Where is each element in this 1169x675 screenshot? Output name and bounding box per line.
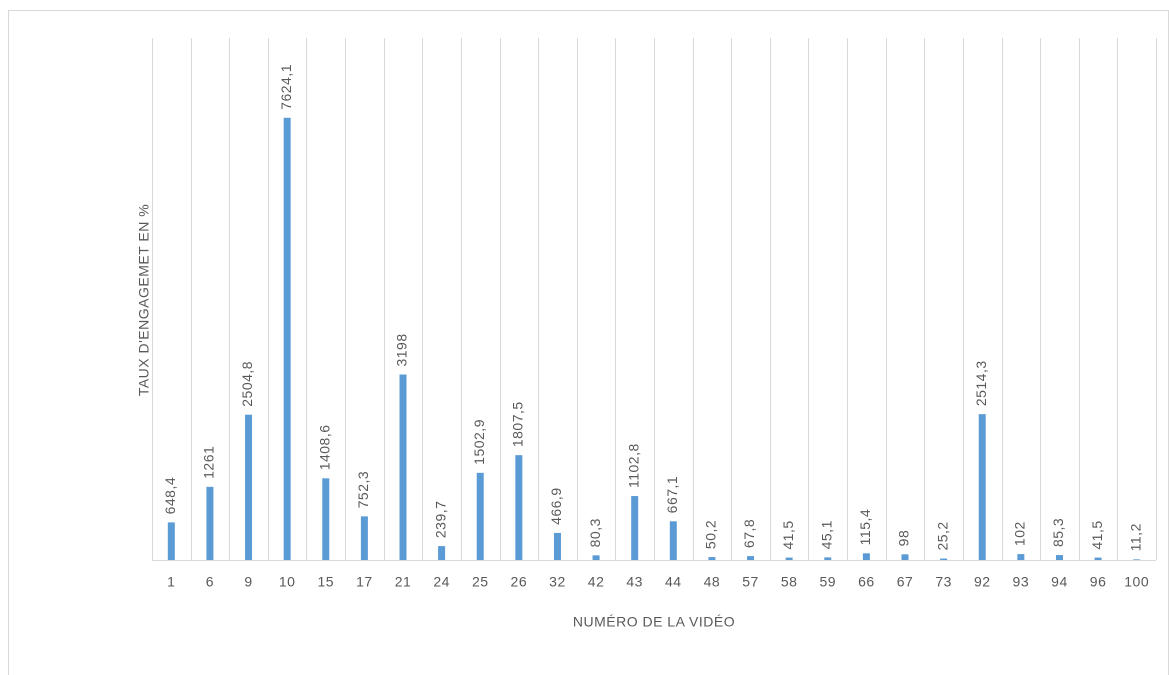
data-label: 67,8 [741,519,757,548]
bar [1055,555,1063,560]
bar [669,521,677,560]
x-tick-label: 96 [1090,574,1107,590]
data-label: 115,4 [857,509,873,546]
bar [515,455,523,560]
x-tick-label: 9 [244,574,252,590]
data-label: 41,5 [780,520,796,549]
bar [553,532,561,560]
x-tick-label: 1 [167,574,175,590]
data-label: 41,5 [1089,520,1105,549]
x-tick-label: 59 [819,574,836,590]
x-tick-label: 73 [935,574,952,590]
x-tick-label: 92 [974,574,991,590]
bar [476,472,484,560]
x-tick-label: 43 [626,574,643,590]
y-axis-title: TAUX D'ENGAGEMET EN % [136,204,152,396]
bar [1017,554,1025,560]
data-label: 752,3 [355,471,371,509]
bar [360,516,368,560]
bar [206,486,214,560]
bar [708,557,716,560]
data-label: 50,2 [703,520,719,549]
x-tick-label: 67 [897,574,914,590]
x-tick-label: 25 [472,574,489,590]
x-tick-label: 48 [704,574,721,590]
data-label: 85,3 [1050,518,1066,547]
bar [1133,559,1141,560]
data-label: 98 [896,530,912,547]
bar [824,557,832,560]
bar [978,414,986,560]
x-tick-label: 57 [742,574,759,590]
x-tick-label: 24 [433,574,450,590]
data-label: 25,2 [934,521,950,550]
data-label: 1502,9 [471,419,487,465]
x-tick-label: 10 [279,574,296,590]
data-label: 1102,8 [625,443,641,488]
bar [1094,557,1102,560]
data-label: 1807,5 [510,401,526,447]
x-tick-label: 6 [206,574,214,590]
bar [785,557,793,560]
x-axis-title: NUMÉRO DE LA VIDÉO [573,614,735,630]
x-tick-label: 26 [511,574,528,590]
bar [167,522,175,560]
data-label: 2504,8 [239,361,255,407]
bar [940,558,948,560]
bar [631,496,639,560]
bar [399,374,407,560]
x-tick-label: 93 [1013,574,1030,590]
data-label: 648,4 [162,477,178,515]
x-tick-label: 94 [1051,574,1068,590]
data-label: 1261 [201,446,217,479]
data-label: 45,1 [818,520,834,549]
x-tick-label: 66 [858,574,875,590]
x-tick-label: 21 [395,574,412,590]
data-label: 2514,3 [973,360,989,406]
data-label: 11,2 [1127,523,1143,551]
x-tick-label: 100 [1124,574,1149,590]
data-label: 466,9 [548,487,564,525]
x-tick-label: 15 [317,574,334,590]
bar [283,117,291,561]
bar [901,554,909,560]
data-label: 3198 [394,333,410,366]
bar [438,546,446,560]
x-tick-label: 32 [549,574,566,590]
data-label: 1408,6 [316,424,332,470]
bar [592,555,600,560]
x-tick-label: 17 [356,574,373,590]
x-tick-label: 58 [781,574,798,590]
data-label: 239,7 [432,501,448,539]
x-tick-label: 42 [588,574,605,590]
data-label: 7624,1 [278,64,294,110]
x-tick-label: 44 [665,574,682,590]
bar [862,553,870,560]
data-label: 80,3 [587,518,603,547]
bar [747,556,755,560]
bar [322,478,330,560]
bar [245,414,253,560]
data-label: 667,1 [664,476,680,514]
data-label: 102 [1012,521,1028,546]
